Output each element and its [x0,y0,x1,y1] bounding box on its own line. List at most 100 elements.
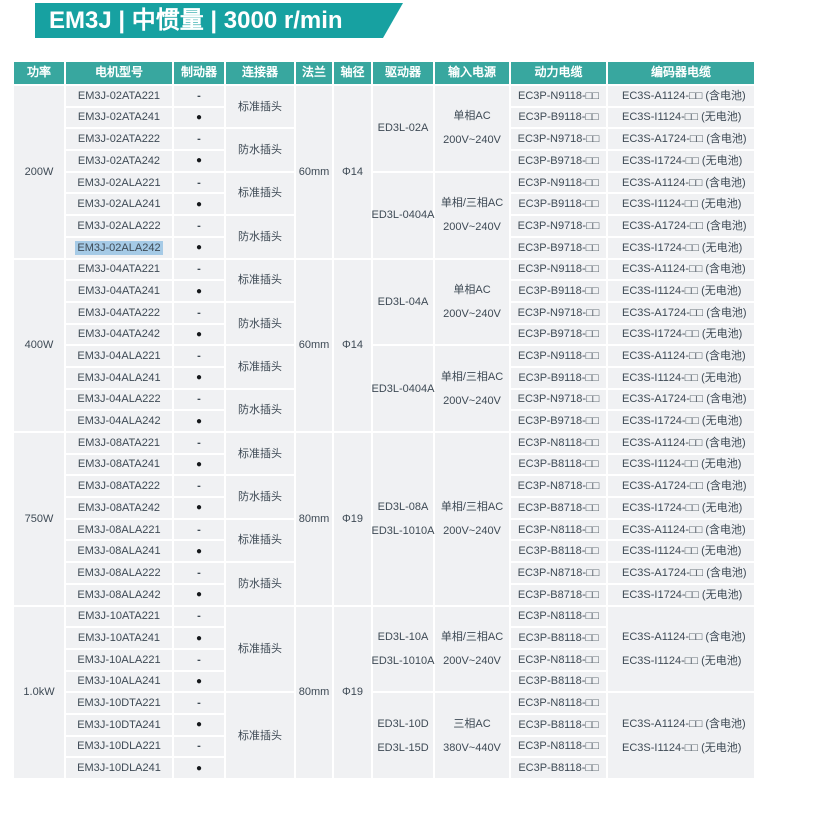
connector-label: 防水插头 [238,230,282,243]
input-power-label: 200V~240V [443,134,501,147]
model-cell: EM3J-08ATA241 [66,454,172,475]
column-header-label: 轴径 [340,65,365,80]
encoder-cable-cell: EC3S-A1724-□□ (含电池) [608,389,754,410]
model-label: EM3J-04ALA222 [77,393,161,406]
flange-cell: 80mm [296,606,332,778]
power-cable-cell: EC3P-B8118-□□ [511,628,606,648]
power-cable-label: EC3P-N9718-□□ [517,219,600,232]
power-cable-label: EC3P-N9118-□□ [518,263,599,276]
brake-cell: - [174,172,224,193]
driver-cell: ED3L-04A [373,259,433,345]
input-power-label: 单相/三相AC [440,630,504,643]
brake-cell: - [174,389,224,410]
brake-cell: - [174,649,224,670]
model-label: EM3J-08ALA242 [77,588,161,601]
brake-cell: - [174,259,224,280]
driver-cell: ED3L-02A [373,86,433,171]
power-label: 750W [24,512,54,525]
driver-label: ED3L-0404A [371,209,435,222]
power-cable-label: EC3P-N8118-□□ [518,436,599,449]
power-cable-cell: EC3P-N9118-□□ [511,86,606,106]
encoder-cable-label: EC3S-A1124-□□ (含电池) [622,176,746,189]
encoder-cable-cell: EC3S-A1724-□□ (含电池) [608,476,754,497]
connector-cell: 标准插头 [226,259,294,301]
connector-label: 防水插头 [238,317,282,330]
encoder-cable-cell: EC3S-I1724-□□ (无电池) [608,237,754,258]
shaft-label: Φ14 [341,339,363,352]
encoder-cable-cell: EC3S-I1124-□□ (无电池) [608,281,754,301]
connector-cell: 防水插头 [226,476,294,518]
encoder-cable-label: EC3S-A1124-□□ (含电池) [622,89,746,102]
encoder-cable-label: EC3S-I1124-□□ (无电池) [622,111,742,124]
column-header: 法兰 [296,62,332,84]
model-cell: EM3J-02ALA242 [66,237,172,258]
power-cable-label: EC3P-N9718-□□ [517,133,600,146]
model-cell: EM3J-10ATA241 [66,628,172,648]
encoder-cable-cell: EC3S-A1124-□□ (含电池) [608,86,754,106]
power-cable-cell: EC3P-B8118-□□ [511,671,606,692]
brake-dash: - [197,219,201,232]
model-cell: EM3J-02ATA221 [66,86,172,106]
power-cable-label: EC3P-B9118-□□ [518,371,599,384]
input-power-label: 380V~440V [443,741,501,754]
model-label: EM3J-10ALA221 [77,653,161,666]
column-header-label: 连接器 [241,65,278,80]
column-header-label: 动力电缆 [534,65,583,80]
series-title: EM3J | 中惯量 | 3000 r/min [49,7,343,34]
encoder-cable-cell: EC3S-A1124-□□ (含电池) EC3S-I1124-□□ (无电池) [608,693,754,778]
brake-cell: - [174,476,224,497]
selection-grid: 功率 电机型号 制动器 连接器 法兰 轴径 驱动器 输入电源 动力电缆 编码器电缆 200W 60mm… [14,62,754,778]
connector-cell: 标准插头 [226,606,294,692]
shaft-label: Φ19 [341,686,363,699]
encoder-cable-cell: EC3S-A1724-□□ (含电池) [608,129,754,150]
model-cell: EM3J-08ALA241 [66,541,172,562]
power-cable-cell: EC3P-B8118-□□ [511,758,606,778]
brake-dash: - [197,133,201,146]
column-header-label: 法兰 [301,65,326,80]
model-cell: EM3J-04ATA242 [66,324,172,345]
encoder-cable-label: EC3S-A1724-□□ (含电池) [622,306,747,319]
connector-label: 防水插头 [238,491,282,504]
encoder-cable-label: EC3S-A1724-□□ (含电池) [622,133,747,146]
driver-label: ED3L-0404A [371,382,435,395]
column-header: 编码器电缆 [608,62,754,84]
encoder-cable-cell: EC3S-A1124-□□ (含电池) [608,433,754,453]
input-power-label: 单相/三相AC [440,197,504,210]
brake-dash: - [197,89,201,102]
input-power-label: 单相/三相AC [440,370,504,383]
flange-label: 60mm [298,339,330,352]
power-cable-cell: EC3P-B9718-□□ [511,151,606,171]
model-cell: EM3J-02ATA242 [66,151,172,171]
input-power-cell: 单相AC 200V~240V [435,86,509,171]
brake-dot: ● [195,328,203,340]
model-cell: EM3J-04ATA241 [66,281,172,301]
column-header: 驱动器 [373,62,433,84]
power-cable-cell: EC3P-B8118-□□ [511,454,606,475]
model-label: EM3J-04ALA242 [77,415,161,428]
encoder-cable-cell: EC3S-A1724-□□ (含电池) [608,302,754,323]
power-cable-label: EC3P-B9118-□□ [518,111,599,124]
brake-dot: ● [195,589,203,601]
model-label: EM3J-08ATA241 [77,458,161,471]
model-cell: EM3J-10DTA241 [66,714,172,735]
model-label: EM3J-08ALA222 [77,566,161,579]
model-cell: EM3J-08ALA242 [66,584,172,605]
connector-cell: 防水插头 [226,302,294,345]
model-label: EM3J-02ATA221 [77,89,161,102]
series-banner: EM3J | 中惯量 | 3000 r/min [35,3,403,38]
input-power-label: 单相AC [453,283,491,296]
power-cable-cell: EC3P-N9718-□□ [511,302,606,323]
power-cable-cell: EC3P-N9118-□□ [511,172,606,193]
power-cable-cell: EC3P-B8718-□□ [511,498,606,518]
driver-label: ED3L-15D [377,741,429,754]
encoder-cable-label: EC3S-I1124-□□ (无电池) [622,371,742,384]
selection-table: 功率 电机型号 制动器 连接器 法兰 轴径 驱动器 输入电源 动力电缆 编码器电缆 200W 60mm… [14,62,754,778]
model-cell: EM3J-10ALA241 [66,671,172,692]
power-cable-label: EC3P-B8118-□□ [518,545,599,558]
encoder-cable-cell: EC3S-A1724-□□ (含电池) [608,563,754,583]
brake-dash: - [197,566,201,579]
encoder-cable-cell: EC3S-I1724-□□ (无电池) [608,584,754,605]
power-cable-cell: EC3P-N9118-□□ [511,259,606,280]
brake-cell: ● [174,411,224,431]
driver-label: ED3L-08A [377,500,429,513]
